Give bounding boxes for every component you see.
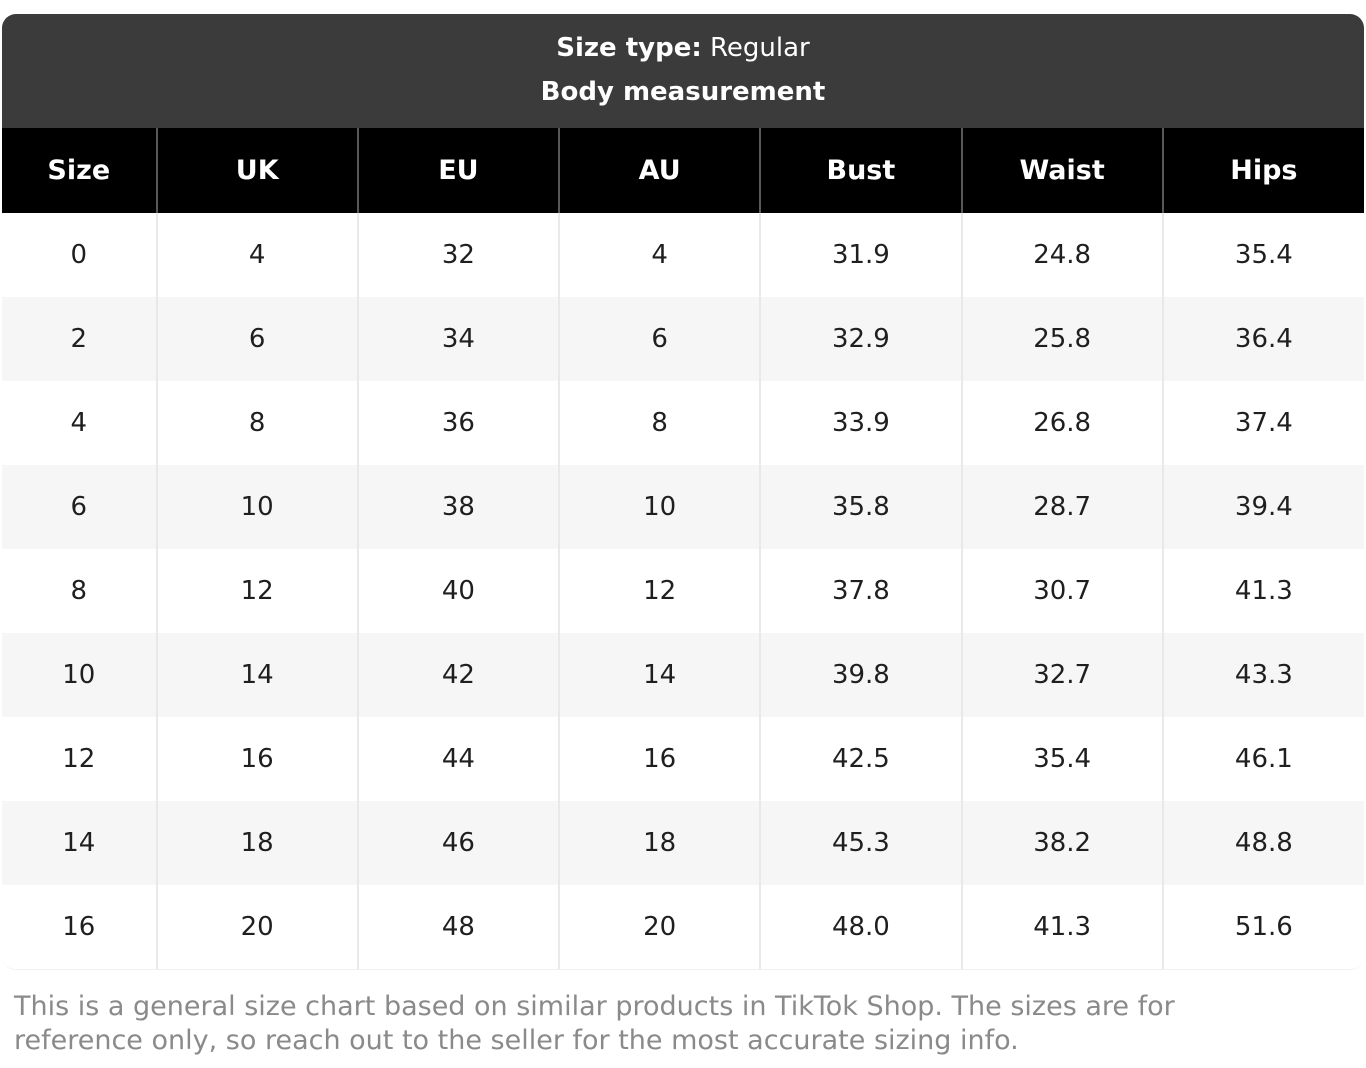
size-type-label: Size type: (556, 33, 702, 63)
table-cell: 18 (558, 801, 761, 885)
table-row: 6 10 38 10 35.8 28.7 39.4 (2, 465, 1364, 549)
size-type-value: Regular (710, 33, 810, 63)
column-header-waist: Waist (960, 128, 1163, 213)
table-cell: 46.1 (1161, 717, 1364, 801)
size-type-line: Size type: Regular (2, 30, 1364, 66)
table-cell: 2 (70, 324, 88, 354)
table-cell: 16 (155, 717, 358, 801)
column-header-bust: Bust (759, 128, 962, 213)
size-table-header: Size UK EU AU Bust Waist Hips (2, 128, 1364, 213)
size-chart-title-band: Size type: Regular Body measurement (2, 14, 1364, 128)
table-cell: 8 (558, 381, 761, 465)
table-cell: 6 (558, 297, 761, 381)
table-cell: 4 (155, 213, 358, 297)
table-cell: 20 (155, 885, 358, 969)
table-cell: 32 (356, 213, 560, 297)
table-cell: 10 (62, 660, 96, 690)
table-cell: 46 (356, 801, 560, 885)
table-cell: 20 (558, 885, 761, 969)
column-header-uk: UK (155, 128, 358, 213)
table-cell: 16 (558, 717, 761, 801)
column-header-au: AU (558, 128, 761, 213)
table-cell: 43.3 (1161, 633, 1364, 717)
table-cell: 12 (155, 549, 358, 633)
table-cell: 36.4 (1161, 297, 1364, 381)
table-cell: 35.8 (759, 465, 962, 549)
column-header-size: Size (2, 128, 157, 213)
table-row: 10 14 42 14 39.8 32.7 43.3 (2, 633, 1364, 717)
table-row: 8 12 40 12 37.8 30.7 41.3 (2, 549, 1364, 633)
table-cell: 28.7 (960, 465, 1163, 549)
table-cell: 18 (155, 801, 358, 885)
table-cell: 30.7 (960, 549, 1163, 633)
table-cell: 51.6 (1161, 885, 1364, 969)
table-cell: 34 (356, 297, 560, 381)
table-row: 14 18 46 18 45.3 38.2 48.8 (2, 801, 1364, 885)
size-chart-table: Size UK EU AU Bust Waist Hips 0 4 32 4 31.9 24.8 35.… (2, 128, 1364, 969)
table-row: 12 16 44 16 42.5 35.4 46.1 (2, 717, 1364, 801)
table-cell: 14 (558, 633, 761, 717)
table-cell: 41.3 (960, 885, 1163, 969)
table-cell: 37.8 (759, 549, 962, 633)
table-cell: 6 (155, 297, 358, 381)
header-row: Size UK EU AU Bust Waist Hips (2, 128, 1364, 213)
table-cell: 0 (70, 240, 88, 270)
table-cell: 36 (356, 381, 560, 465)
table-cell: 33.9 (759, 381, 962, 465)
table-cell: 32.9 (759, 297, 962, 381)
table-cell: 16 (62, 912, 96, 942)
table-cell: 40 (356, 549, 560, 633)
section-title: Body measurement (540, 77, 826, 107)
table-cell: 42 (356, 633, 560, 717)
table-cell: 6 (70, 492, 88, 522)
table-cell: 14 (62, 828, 96, 858)
disclaimer-text: This is a general size chart based on si… (14, 991, 1175, 1056)
table-cell: 25.8 (960, 297, 1163, 381)
table-cell: 41.3 (1161, 549, 1364, 633)
table-cell: 4 (70, 408, 88, 438)
table-cell: 12 (62, 744, 96, 774)
size-chart-card: Size type: Regular Body measurement Size… (2, 14, 1364, 970)
table-cell: 39.4 (1161, 465, 1364, 549)
table-cell: 8 (155, 381, 358, 465)
table-cell: 32.7 (960, 633, 1163, 717)
table-row: 4 8 36 8 33.9 26.8 37.4 (2, 381, 1364, 465)
table-cell: 35.4 (1161, 213, 1364, 297)
table-cell: 38.2 (960, 801, 1163, 885)
table-row: 16 20 48 20 48.0 41.3 51.6 (2, 885, 1364, 969)
table-cell: 37.4 (1161, 381, 1364, 465)
table-cell: 26.8 (960, 381, 1163, 465)
table-cell: 31.9 (759, 213, 962, 297)
table-cell: 48.8 (1161, 801, 1364, 885)
size-table-body: 0 4 32 4 31.9 24.8 35.4 2 6 34 6 32.9 25.8 36.4 4 8 36 8 3… (2, 213, 1364, 969)
table-cell: 10 (155, 465, 358, 549)
table-cell: 45.3 (759, 801, 962, 885)
table-cell: 10 (558, 465, 761, 549)
table-cell: 42.5 (759, 717, 962, 801)
table-cell: 12 (558, 549, 761, 633)
table-cell: 39.8 (759, 633, 962, 717)
table-row: 2 6 34 6 32.9 25.8 36.4 (2, 297, 1364, 381)
column-header-eu: EU (356, 128, 560, 213)
table-cell: 8 (70, 576, 88, 606)
table-cell: 38 (356, 465, 560, 549)
table-cell: 14 (155, 633, 358, 717)
table-cell: 44 (356, 717, 560, 801)
table-cell: 48.0 (759, 885, 962, 969)
table-cell: 4 (558, 213, 761, 297)
column-header-hips: Hips (1161, 128, 1364, 213)
table-cell: 35.4 (960, 717, 1163, 801)
table-row: 0 4 32 4 31.9 24.8 35.4 (2, 213, 1364, 297)
table-cell: 48 (356, 885, 560, 969)
table-cell: 24.8 (960, 213, 1163, 297)
